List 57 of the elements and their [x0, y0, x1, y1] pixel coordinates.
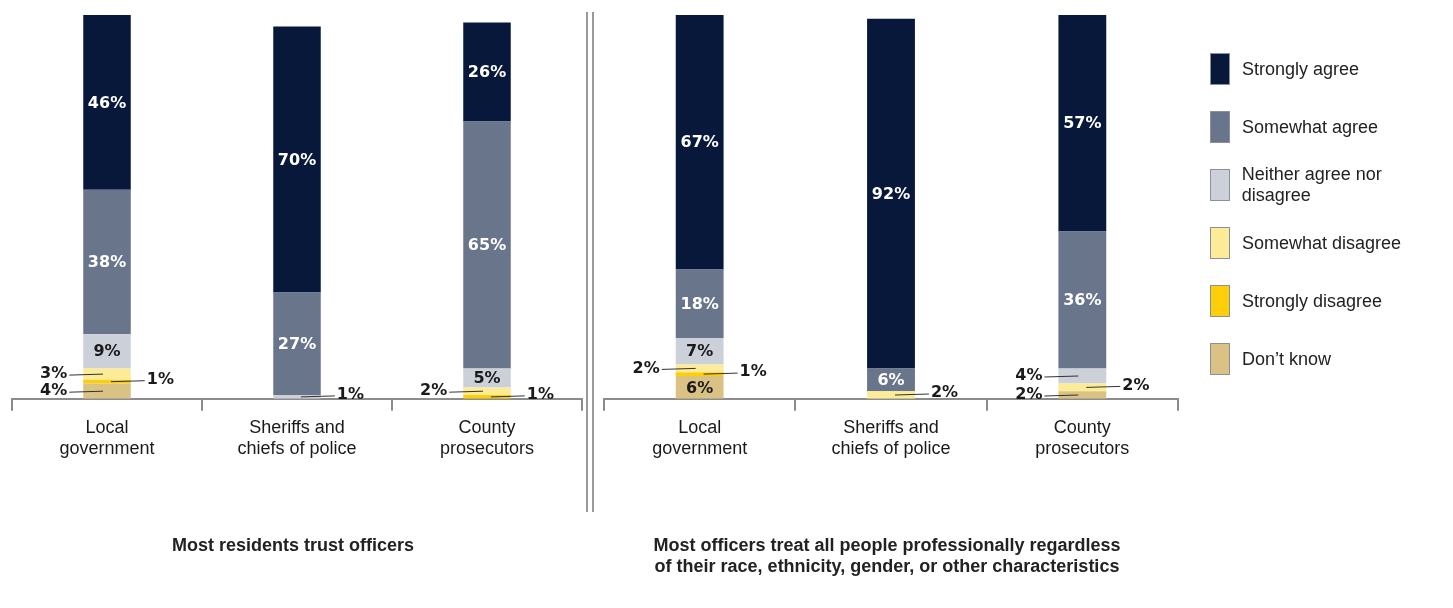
data-label: 65%: [467, 235, 507, 255]
text: Most residents trust officers: [170, 535, 416, 556]
text: Most officers treat all people professionally regardless of their race, ethnicity, gender, or other characteristics: [652, 535, 1122, 577]
x-tick-label: County prosecutors: [439, 416, 535, 459]
data-label: 1%: [146, 368, 174, 388]
data-label: 26%: [467, 62, 507, 82]
data-label: 4%: [1015, 365, 1043, 385]
bar: [1058, 231, 1107, 369]
data-label: 2%: [1015, 384, 1043, 404]
bar: [1058, 368, 1107, 384]
bar: [1058, 15, 1107, 232]
data-label: 92%: [871, 183, 911, 203]
bar: [867, 18, 915, 369]
x-tick-label: County prosecutors: [1035, 416, 1130, 459]
bar: [83, 383, 131, 399]
x-tick-label: Local government: [652, 416, 748, 459]
bar: [463, 22, 511, 122]
data-label: 67%: [680, 132, 719, 152]
legend-label: Strongly agree: [1242, 58, 1360, 80]
data-label: 2%: [420, 380, 448, 400]
data-label: 1%: [739, 361, 767, 381]
x-tick-label: Local government: [59, 416, 155, 459]
data-label: 7%: [686, 341, 714, 361]
legend-label: Don’t know: [1242, 348, 1332, 370]
data-label: 27%: [277, 333, 317, 353]
data-label: 1%: [526, 384, 554, 404]
data-label: 46%: [87, 92, 127, 112]
data-label: 18%: [680, 293, 719, 313]
legend-label: Strongly disagree: [1242, 290, 1383, 312]
data-label: 3%: [40, 363, 68, 383]
data-label: 70%: [277, 149, 317, 169]
bar: [83, 189, 131, 335]
bar: [675, 15, 724, 270]
x-tick-label: Sheriffs and chiefs of police: [237, 416, 357, 459]
data-label: 1%: [336, 384, 364, 404]
data-label: 4%: [40, 380, 68, 400]
data-label: 9%: [93, 341, 121, 361]
legend-label: Somewhat agree: [1242, 116, 1379, 138]
bar: [83, 368, 131, 380]
bar: [83, 15, 131, 190]
legend-label: Neither agree nor disagree: [1241, 164, 1383, 206]
bar: [463, 387, 511, 395]
bar: [463, 121, 511, 369]
data-label: 6%: [877, 369, 905, 389]
legend-label: Somewhat disagree: [1242, 232, 1402, 254]
data-label: 5%: [473, 368, 501, 388]
data-label: 2%: [930, 382, 959, 402]
bar: [273, 292, 321, 395]
data-label: 36%: [1063, 290, 1102, 310]
data-label: 6%: [686, 377, 714, 397]
x-tick-label: Sheriffs and chiefs of police: [831, 416, 951, 459]
bar: [273, 26, 321, 293]
data-label: 2%: [632, 357, 660, 377]
data-label: 38%: [87, 252, 127, 272]
data-label: 2%: [1122, 374, 1150, 394]
bar: [675, 269, 724, 338]
data-label: 57%: [1063, 113, 1102, 133]
